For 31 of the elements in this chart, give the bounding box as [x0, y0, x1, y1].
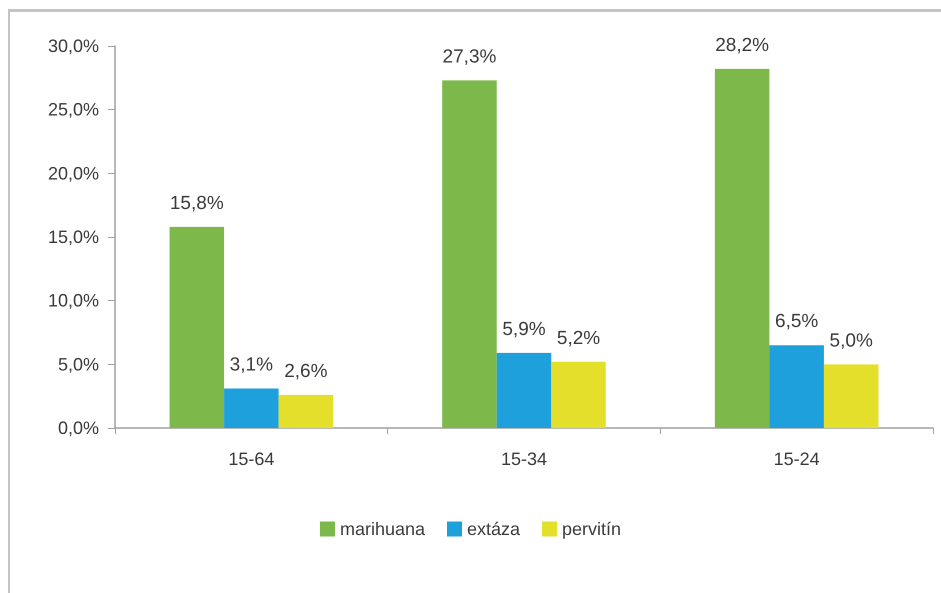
data-label: 6,5%	[775, 311, 818, 332]
bar	[551, 362, 606, 428]
y-tick-label: 0,0%	[58, 418, 99, 438]
bar	[714, 68, 770, 428]
y-tick-label: 15,0%	[48, 227, 99, 247]
legend-label: pervitín	[562, 519, 622, 539]
x-tick-label: 15-64	[228, 449, 274, 469]
bar	[278, 394, 334, 428]
data-label: 5,9%	[502, 318, 546, 340]
bar	[442, 80, 497, 428]
data-label: 5,0%	[830, 330, 873, 352]
bar	[224, 388, 279, 428]
x-tick-label: 15-24	[774, 449, 820, 469]
data-label: 5,2%	[556, 328, 600, 349]
legend-label: extáza	[466, 519, 522, 539]
y-tick-label: 25,0%	[48, 100, 99, 120]
data-label: 28,2%	[715, 34, 770, 56]
data-label: 15,8%	[170, 192, 224, 214]
legend-label: marihuana	[340, 519, 426, 539]
bar	[769, 345, 824, 428]
data-label: 27,3%	[442, 46, 497, 68]
bar	[170, 226, 224, 428]
data-label: 2,6%	[284, 360, 328, 382]
y-tick-label: 5,0%	[58, 354, 99, 374]
data-label: 3,1%	[230, 354, 274, 376]
bar	[824, 364, 878, 428]
y-tick-label: 20,0%	[48, 163, 99, 184]
bar	[496, 352, 552, 428]
y-tick-label: 10,0%	[48, 290, 99, 311]
y-tick-label: 30,0%	[48, 36, 99, 56]
x-tick-label: 15-34	[500, 449, 548, 469]
